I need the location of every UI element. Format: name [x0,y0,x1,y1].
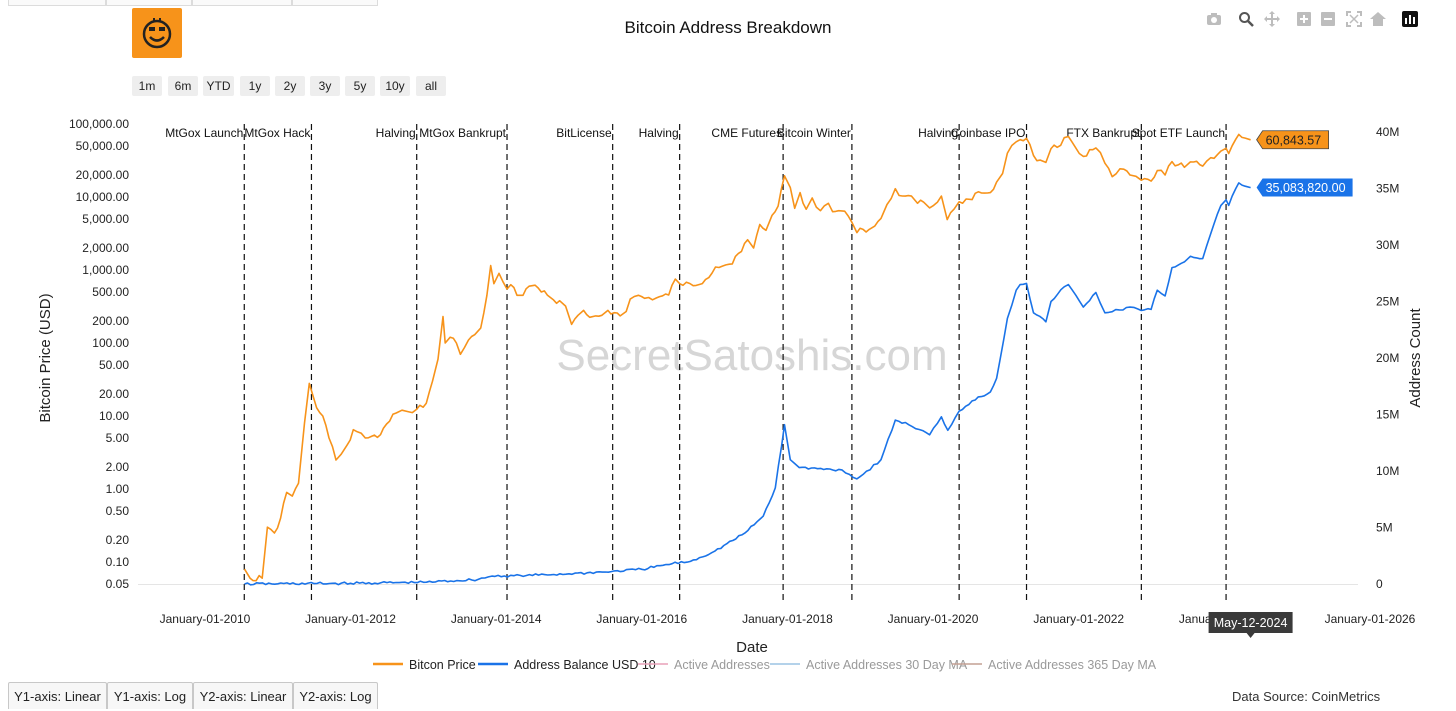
range-button-all[interactable]: all [416,76,446,96]
x-tick-label: January-01-2010 [160,612,251,626]
watermark-text: SecretSatoshis.com [556,331,947,380]
bitcoin-logo [132,8,182,58]
tab-y2-linear[interactable]: Y2-axis: Linear [193,682,293,709]
y1-tick-label: 0.05 [106,577,130,591]
y1-tick-label: 0.10 [106,555,130,569]
y1-tick-label: 5,000.00 [82,212,129,226]
top-tab[interactable] [106,0,192,6]
y1-tick-label: 20,000.00 [76,168,130,182]
event-label: MtGox Bankrupt [419,126,506,140]
range-button-ytd[interactable]: YTD [203,76,234,96]
address-last-value: 35,083,820.00 [1266,181,1346,195]
address-last-value-badge [1256,178,1353,197]
y1-tick-label: 5.00 [106,431,130,445]
legend-label: Active Addresses 365 Day MA [988,658,1157,672]
range-button-3y[interactable]: 3y [310,76,340,96]
x-tick-label: January-01-2026 [1325,612,1416,626]
tab-y1-linear[interactable]: Y1-axis: Linear [8,682,107,709]
tab-y1-log[interactable]: Y1-axis: Log [107,682,193,709]
top-tab[interactable] [292,0,378,6]
y1-tick-label: 10,000.00 [76,190,130,204]
y2-tick-label: 35M [1376,182,1399,196]
range-button-1m[interactable]: 1m [132,76,162,96]
event-label: Spot ETF Launch [1132,126,1225,140]
y1-tick-label: 2.00 [106,460,130,474]
event-label: CME Futures [711,126,782,140]
x-tick-label: January-01-2022 [1033,612,1124,626]
camera-icon[interactable] [1205,10,1223,28]
y1-tick-label: 100.00 [92,336,129,350]
y2-tick-label: 20M [1376,351,1399,365]
legend-label: Address Balance USD 10 [514,658,656,672]
x-tick-label: January-01-2016 [596,612,687,626]
y1-axis-title: Bitcoin Price (USD) [37,293,54,422]
legend-label: Bitcon Price [409,658,476,672]
y1-tick-label: 50,000.00 [76,139,130,153]
legend-label: Active Addresses [674,658,770,672]
range-button-6m[interactable]: 6m [168,76,198,96]
y1-tick-label: 2,000.00 [82,241,129,255]
x-tick-label: January-01-2014 [451,612,542,626]
y2-tick-label: 25M [1376,295,1399,309]
price-series-line [243,133,1251,582]
x-tick-label: January-01-2018 [742,612,833,626]
y1-tick-label: 10.00 [99,409,129,423]
y1-tick-label: 50.00 [99,358,129,372]
price-last-value: 60,843.57 [1266,133,1322,147]
y1-tick-label: 0.20 [106,533,130,547]
event-label: Halving [376,126,416,140]
zoom-in-icon[interactable] [1295,10,1313,28]
event-label: Halving [639,126,679,140]
data-source-note: Data Source: CoinMetrics [1232,689,1381,704]
bitcoin-face-icon [142,18,172,49]
y2-tick-label: 5M [1376,521,1393,535]
event-label: MtGox Hack [244,126,311,140]
x-tick-label: January-01-2020 [888,612,979,626]
top-tab[interactable] [192,0,292,6]
x-axis-title: Date [736,639,768,656]
y2-tick-label: 15M [1376,408,1399,422]
hover-date-label: May-12-2024 [1214,616,1288,630]
y1-tick-label: 1.00 [106,482,130,496]
y2-tick-label: 10M [1376,464,1399,478]
x-tick-label: January-01-2012 [305,612,396,626]
range-button-2y[interactable]: 2y [275,76,305,96]
reset-axes-icon[interactable] [1369,10,1387,28]
zoom-out-icon[interactable] [1319,10,1337,28]
autoscale-icon[interactable] [1345,10,1363,28]
range-button-5y[interactable]: 5y [345,76,375,96]
tab-y2-log[interactable]: Y2-axis: Log [293,682,378,709]
event-label: MtGox Launch [165,126,243,140]
price-last-value-badge [1256,130,1329,150]
y1-tick-label: 500.00 [92,285,129,299]
y2-axis-title: Address Count [1407,308,1424,408]
plotly-logo-icon[interactable] [1401,10,1419,28]
event-label: Bitcoin Winter [777,126,851,140]
chart-modebar [1205,10,1420,28]
y1-tick-label: 200.00 [92,314,129,328]
chart-plot[interactable]: SecretSatoshis.com MtGox Launch MtGox Hac… [0,0,1456,680]
zoom-icon[interactable] [1237,10,1255,28]
pan-icon[interactable] [1263,10,1281,28]
y2-tick-label: 30M [1376,238,1399,252]
y1-tick-label: 0.50 [106,504,130,518]
top-tab-strip [0,0,380,6]
legend-label: Active Addresses 30 Day MA [806,658,968,672]
event-label: Halving [918,126,958,140]
y1-tick-label: 100,000.00 [69,117,129,131]
y2-tick-label: 40M [1376,125,1399,139]
y2-tick-label: 0 [1376,577,1383,591]
hover-date-badge [1208,612,1293,638]
range-button-1y[interactable]: 1y [240,76,270,96]
event-label: Coinbase IPO [951,126,1026,140]
address-series-line [244,182,1251,586]
top-tab[interactable] [8,0,106,6]
event-label: BitLicense [556,126,612,140]
range-button-10y[interactable]: 10y [380,76,410,96]
event-label: FTX Bankrupt [1066,126,1141,140]
y1-tick-label: 1,000.00 [82,263,129,277]
y1-tick-label: 20.00 [99,387,129,401]
chart-title: Bitcoin Address Breakdown [624,18,832,37]
